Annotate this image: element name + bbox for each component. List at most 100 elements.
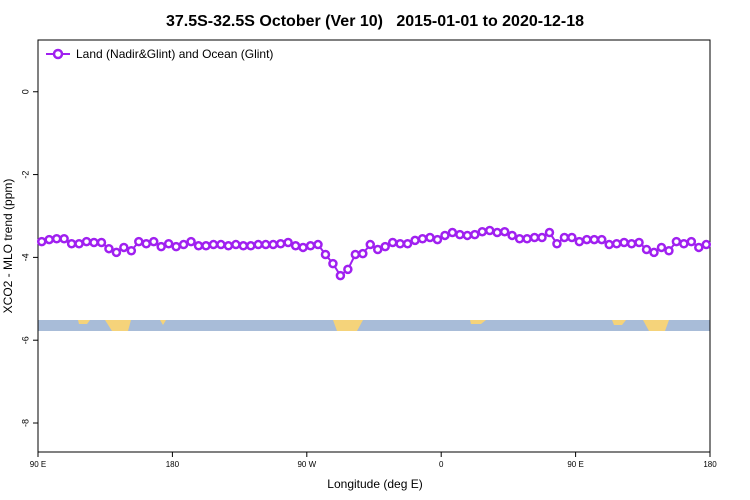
x-tick-label: 90 W [297, 460, 316, 469]
point [537, 232, 547, 243]
point [544, 227, 555, 238]
point [74, 238, 84, 249]
point [402, 238, 413, 249]
y-tick-label: -2 [20, 171, 30, 179]
chart-title: 37.5S-32.5S October (Ver 10) 2015-01-01 … [166, 13, 584, 30]
point [365, 239, 376, 250]
point [514, 234, 525, 244]
point [268, 239, 278, 250]
x-tick-label: 180 [166, 460, 180, 469]
point [186, 236, 196, 247]
point [507, 230, 517, 241]
point [559, 232, 570, 243]
x-tick-label: 90 E [30, 460, 46, 469]
point [582, 234, 592, 245]
point [320, 249, 331, 260]
point [440, 230, 450, 241]
point [290, 241, 301, 251]
point [231, 239, 241, 250]
point [484, 225, 495, 236]
point [499, 226, 510, 237]
point [216, 239, 226, 250]
point [156, 241, 166, 252]
point [395, 238, 405, 249]
point [410, 235, 420, 246]
point [335, 270, 346, 281]
point [66, 238, 77, 249]
point [111, 247, 122, 258]
point [387, 237, 398, 248]
point [641, 244, 652, 255]
point [492, 227, 502, 238]
point [313, 239, 323, 250]
point [694, 242, 704, 253]
point [350, 249, 361, 260]
point [380, 241, 390, 252]
point [44, 234, 54, 245]
point [447, 227, 458, 238]
point [619, 237, 629, 248]
point [589, 234, 600, 245]
point [36, 236, 47, 247]
point [126, 246, 137, 256]
point [596, 234, 607, 245]
point [119, 242, 129, 253]
point [305, 241, 316, 251]
point [671, 236, 682, 247]
point [470, 229, 480, 240]
point [223, 241, 234, 251]
point [634, 237, 644, 248]
x-axis-label: Longitude (deg E) [327, 477, 422, 491]
point [649, 247, 659, 258]
point [193, 241, 204, 251]
point [208, 239, 219, 250]
point [59, 234, 69, 244]
series-line [41, 229, 707, 278]
point [604, 239, 614, 250]
point [178, 239, 189, 250]
point [686, 236, 697, 247]
point [148, 236, 159, 247]
point [246, 241, 256, 251]
point [425, 232, 435, 243]
point [51, 234, 62, 244]
point [298, 242, 308, 253]
point [96, 237, 107, 248]
point [343, 264, 353, 275]
point [574, 236, 585, 247]
legend-label: Land (Nadir&Glint) and Ocean (Glint) [76, 47, 273, 61]
point [656, 242, 667, 253]
y-tick-label: -8 [20, 419, 30, 427]
point [679, 238, 689, 249]
point [201, 241, 211, 251]
y-axis-label: XCO2 - MLO trend (ppm) [1, 179, 15, 314]
point [611, 238, 622, 249]
point [701, 239, 712, 250]
point [275, 238, 286, 249]
y-tick-label: -4 [20, 253, 30, 261]
point [455, 229, 465, 240]
x-tick-label: 90 E [567, 460, 583, 469]
point [134, 236, 144, 247]
point [283, 237, 293, 248]
point [253, 239, 264, 250]
point [432, 234, 443, 245]
y-tick-label: -6 [20, 336, 30, 344]
point [260, 239, 271, 250]
point [664, 246, 674, 256]
point [163, 238, 174, 249]
point [529, 232, 540, 243]
point [104, 243, 114, 254]
point [238, 241, 249, 251]
point [477, 226, 488, 237]
point [81, 236, 92, 247]
y-tick-label: 0 [20, 89, 30, 94]
point [141, 238, 152, 249]
x-tick-label: 180 [703, 460, 717, 469]
point [372, 244, 383, 255]
point [567, 232, 577, 243]
point [328, 258, 338, 269]
point [462, 230, 473, 241]
point [89, 237, 99, 248]
point [358, 248, 368, 259]
